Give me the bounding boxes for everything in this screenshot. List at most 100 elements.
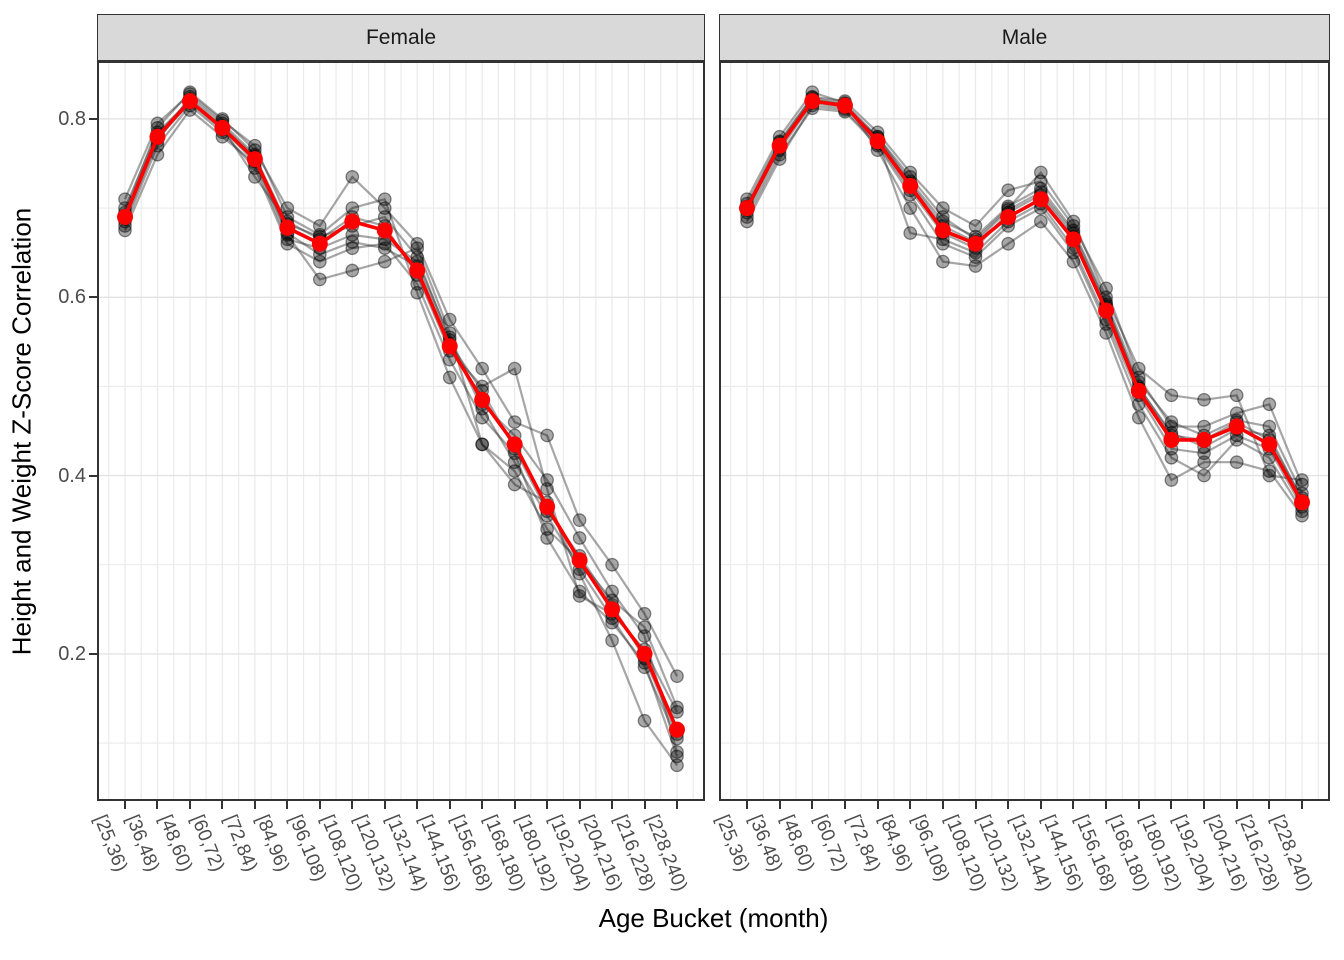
x-tick — [1039, 801, 1042, 809]
mean-point — [967, 235, 984, 252]
series-point — [1295, 473, 1309, 487]
mean-point — [1032, 191, 1049, 208]
series-point — [442, 312, 457, 327]
x-tick — [811, 801, 814, 809]
mean-point — [409, 262, 426, 279]
series-point — [1262, 464, 1277, 478]
series-point — [410, 241, 425, 256]
series-point — [936, 201, 950, 215]
series-point — [605, 584, 619, 599]
series-point — [312, 272, 327, 287]
x-tick — [876, 801, 879, 809]
series-point — [475, 437, 490, 452]
series-point — [1197, 468, 1211, 483]
series-point — [442, 370, 457, 385]
series-point — [637, 629, 652, 643]
series-point — [572, 531, 587, 545]
mean-point — [869, 133, 886, 150]
series-point — [377, 192, 392, 207]
mean-point — [934, 222, 951, 239]
series-point — [312, 254, 327, 269]
mean-point — [902, 177, 919, 194]
series-point — [1197, 455, 1211, 470]
mean-point — [279, 219, 296, 236]
mean-point — [1196, 431, 1213, 448]
facet-strip-female: Female — [97, 14, 705, 61]
x-axis-title: Age Bucket (month) — [598, 903, 829, 933]
x-tick — [578, 801, 581, 809]
mean-point — [181, 93, 198, 110]
series-point — [670, 745, 684, 759]
mean-point — [1098, 302, 1115, 319]
series-point — [118, 223, 132, 238]
mean-point — [311, 235, 328, 252]
series-point — [968, 219, 983, 233]
mean-point — [344, 213, 361, 230]
x-tick — [909, 801, 912, 809]
series-point — [345, 201, 360, 215]
x-tick — [611, 801, 614, 809]
series-point — [670, 758, 684, 773]
series-point — [377, 201, 392, 215]
mean-point — [771, 137, 788, 154]
mean-point — [1065, 231, 1082, 248]
series-point — [345, 241, 360, 256]
y-axis-title: Height and Weight Z-Score Correlation — [6, 207, 37, 655]
series-point — [377, 210, 392, 224]
series-point — [280, 201, 295, 215]
series-point — [1164, 388, 1179, 403]
x-tick — [1007, 801, 1010, 809]
series-point — [1131, 361, 1146, 376]
series-point — [475, 437, 490, 452]
series-point — [540, 531, 554, 545]
x-tick — [416, 801, 419, 809]
panel-border — [97, 61, 705, 801]
mean-point — [1294, 494, 1310, 511]
series-point — [1295, 477, 1309, 492]
x-tick — [1137, 801, 1140, 809]
series-point — [572, 589, 587, 603]
series-point — [572, 513, 587, 528]
y-tick-label: 0.2 — [58, 642, 86, 665]
series-point — [540, 522, 554, 536]
x-tick — [676, 801, 678, 809]
series-point — [670, 669, 684, 684]
series-point — [936, 254, 950, 269]
series-point — [410, 250, 425, 264]
y-tick-label: 0.6 — [58, 286, 86, 309]
series-point — [1033, 174, 1048, 189]
series-point — [280, 236, 295, 251]
x-tick — [383, 801, 386, 809]
series-point — [1197, 392, 1211, 407]
series-point — [968, 259, 983, 273]
series-point — [377, 254, 392, 269]
y-axis-title-wrap: Height and Weight Z-Score Correlation — [2, 61, 42, 801]
panel-male — [719, 61, 1330, 801]
series-point — [475, 410, 490, 425]
x-tick — [643, 801, 646, 809]
y-tick — [89, 474, 97, 477]
series-point — [540, 428, 554, 443]
series-point — [345, 263, 360, 278]
series-point — [410, 236, 425, 251]
mean-point — [836, 97, 853, 114]
series-point — [1164, 415, 1179, 429]
x-tick — [253, 801, 256, 809]
series-point — [1066, 254, 1081, 269]
series-point — [903, 226, 918, 240]
series-point — [1164, 450, 1179, 465]
x-tick — [1105, 801, 1108, 809]
x-tick — [843, 801, 846, 809]
series-point — [1033, 214, 1048, 229]
facet-strip-label: Female — [365, 25, 437, 49]
series-point — [1262, 397, 1277, 412]
x-tick — [221, 801, 224, 809]
x-tick — [941, 801, 944, 809]
series-point — [1066, 214, 1081, 229]
series-point — [345, 235, 360, 249]
series-point — [637, 713, 652, 728]
series-point — [248, 170, 262, 184]
mean-point — [1130, 382, 1147, 399]
panel-female — [97, 61, 705, 801]
series-point — [637, 606, 652, 621]
